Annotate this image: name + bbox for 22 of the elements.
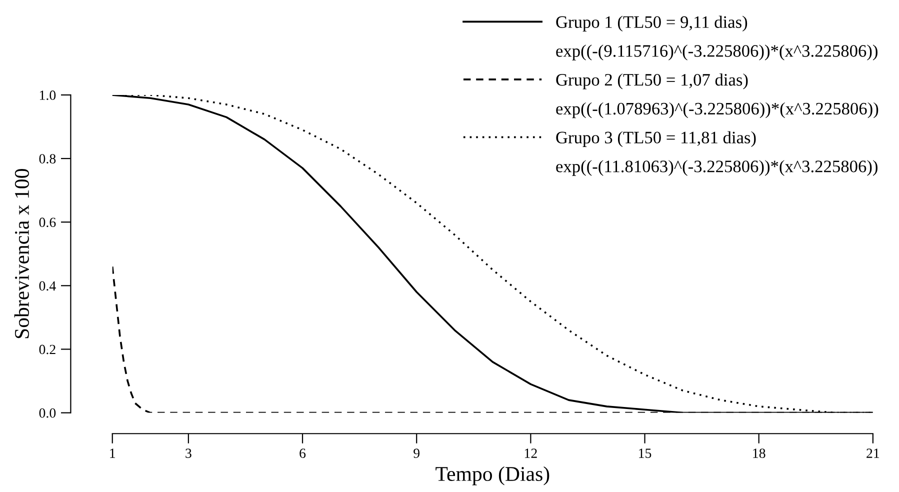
x-tick-label: 15 bbox=[639, 448, 652, 458]
annotation: exp((-(11.81063)^(-3.225806))*(x^3.225806)) bbox=[556, 160, 878, 176]
y-tick-label: 0.6 bbox=[39, 218, 56, 228]
y-axis-title: Sobrevivencia x 100 bbox=[14, 169, 29, 338]
legend-label: Grupo 1 (TL50 = 9,11 dias) bbox=[556, 16, 748, 32]
y-tick-label: 0.2 bbox=[39, 344, 56, 354]
legend-label: Grupo 3 (TL50 = 11,81 dias) bbox=[556, 131, 756, 147]
x-axis-title: Tempo (Dias) bbox=[436, 466, 550, 486]
text: exp((-(9.115716)^(-3.225806))*(x^3.225806)) bbox=[556, 44, 878, 60]
y-tick-label: 0.4 bbox=[39, 281, 56, 291]
x-tick-label: 6 bbox=[300, 448, 306, 458]
y-tick-label: 0.8 bbox=[39, 154, 56, 164]
y-tick-label: 0.0 bbox=[39, 408, 56, 418]
x-tick-label: 12 bbox=[524, 448, 537, 458]
annotation: exp((-(1.078963)^(-3.225806))*(x^3.225806)) bbox=[556, 102, 878, 118]
x-tick-label: 9 bbox=[414, 448, 420, 458]
x-tick-label: 1 bbox=[110, 448, 116, 458]
x-tick-label: 3 bbox=[186, 448, 192, 458]
legend-label: Grupo 2 (TL50 = 1,07 dias) bbox=[556, 73, 748, 90]
x-tick-label: 21 bbox=[866, 448, 880, 458]
y-tick-label: 1.0 bbox=[40, 90, 56, 100]
x-tick-label: 18 bbox=[753, 448, 766, 458]
